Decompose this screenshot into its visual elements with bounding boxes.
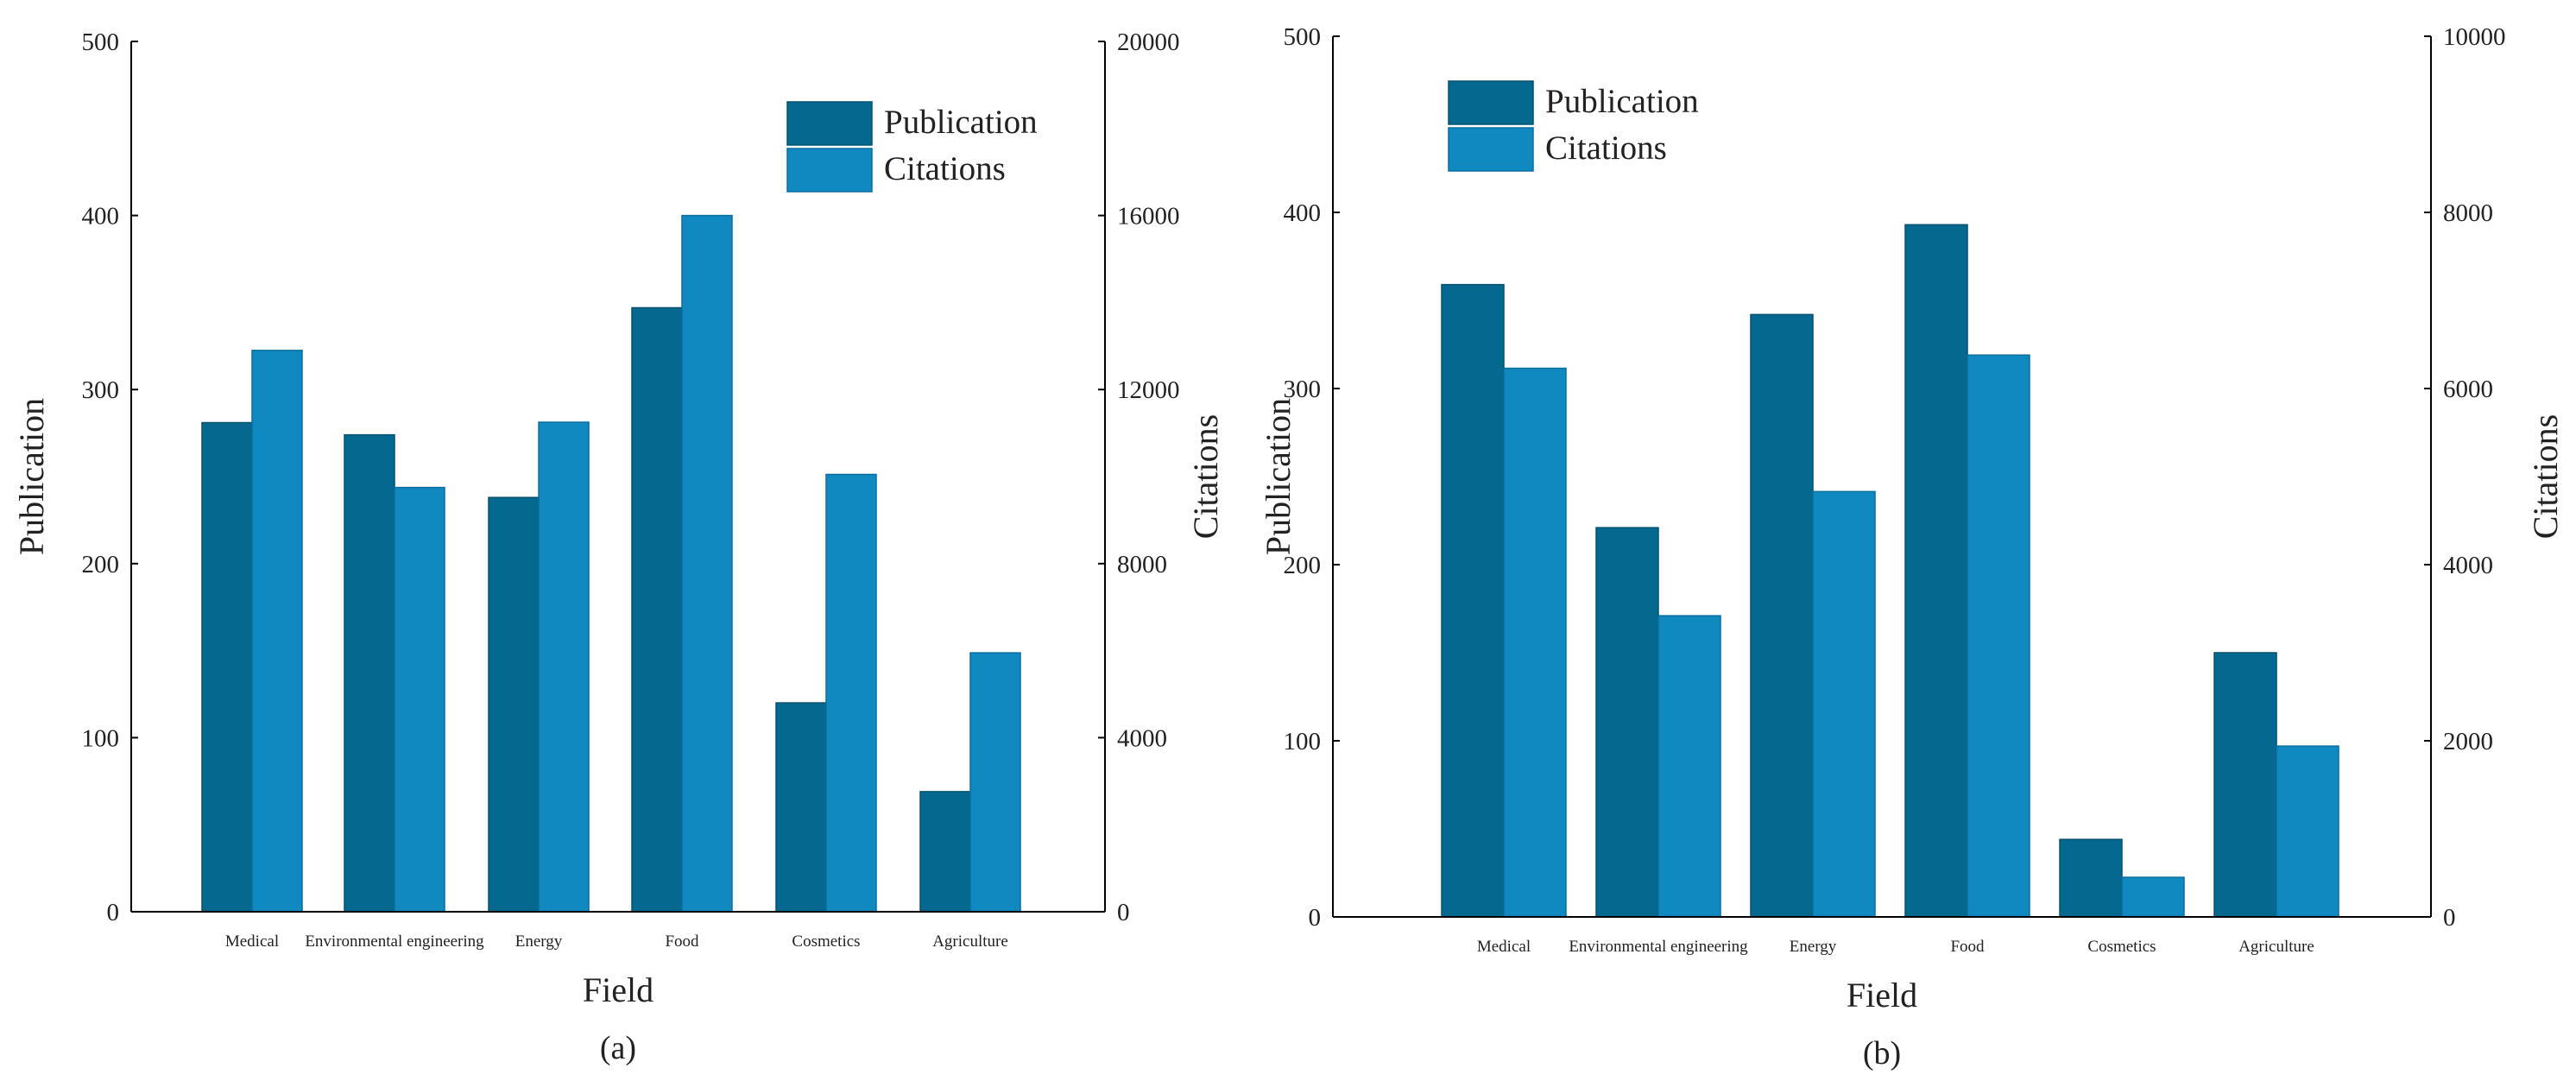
left-y-tick-label: 100	[1284, 728, 1322, 755]
left-y-tick-label: 200	[1284, 552, 1322, 579]
category-tick-label: Medical	[225, 932, 279, 951]
chart-panel-b: Medical Environmental engineering Energy Fo…	[1259, 0, 2576, 1083]
right-y-tick-label: 20000	[1117, 28, 1180, 56]
category-tick-label: Food	[1950, 938, 1985, 956]
citations-bar	[2276, 745, 2339, 918]
right-y-tick-label: 0	[1117, 899, 1130, 926]
publication-bar	[344, 433, 395, 913]
category-tick-label: Food	[665, 932, 699, 951]
citations-bar	[969, 652, 1021, 913]
category-tick-label: Energy	[1790, 938, 1837, 956]
legend-label-citations: Citations	[1545, 130, 1667, 167]
category-tick-label: Cosmetics	[2087, 938, 2156, 956]
right-y-axis-title: Citations	[1186, 414, 1225, 539]
category-tick-label: Cosmetics	[792, 932, 860, 951]
left-y-tick-label: 400	[82, 203, 120, 231]
right-y-tick-label: 12000	[1117, 376, 1180, 404]
left-y-tick-label: 100	[82, 724, 120, 752]
publication-bar	[2059, 838, 2123, 918]
legend-swatch-citations	[786, 148, 873, 193]
legend-swatch-publication	[1448, 80, 1534, 125]
publication-bar	[1750, 313, 1814, 918]
citations-bar	[538, 421, 590, 913]
citations-bar	[825, 473, 877, 913]
category-tick-label: Agriculture	[2238, 938, 2314, 956]
right-y-tick-label: 8000	[2443, 199, 2493, 227]
category-tick-label: Agriculture	[932, 932, 1008, 951]
category-tick-label: Energy	[515, 932, 563, 951]
chart-a-svg: Medical Environmental engineering Energy Fo…	[12, 28, 1225, 1066]
left-y-tick-label: 500	[82, 28, 120, 56]
category-tick-label: Environmental engineering	[1569, 938, 1748, 956]
category-tick-label: Medical	[1477, 938, 1531, 956]
publication-bar	[631, 307, 683, 913]
figure-caption: (b)	[1863, 1035, 1901, 1071]
left-y-tick-label: 300	[82, 376, 120, 404]
citations-bar	[1657, 615, 1721, 918]
category-tick-label: Environmental engineering	[305, 932, 484, 951]
citations-bar	[1812, 490, 1876, 918]
left-y-tick-label: 500	[1284, 23, 1322, 51]
right-y-tick-label: 6000	[2443, 376, 2493, 403]
left-y-tick-label: 0	[107, 899, 120, 926]
citations-bar	[1503, 367, 1567, 918]
publication-bar	[1595, 527, 1659, 918]
right-y-tick-label: 0	[2443, 904, 2456, 932]
left-y-axis-title: Publication	[12, 398, 51, 555]
publication-bar	[775, 702, 827, 913]
citations-bar	[1967, 354, 2030, 918]
right-y-tick-label: 8000	[1117, 551, 1167, 578]
legend-swatch-publication	[786, 101, 873, 146]
right-y-tick-label: 2000	[2443, 728, 2493, 755]
citations-bar	[394, 486, 445, 913]
legend-label-publication: Publication	[1545, 83, 1699, 120]
left-y-tick-label: 400	[1284, 199, 1322, 227]
legend-label-publication: Publication	[884, 104, 1038, 141]
legend-swatch-citations	[1448, 127, 1534, 172]
publication-bar	[488, 496, 540, 913]
publication-bar	[1904, 224, 1968, 918]
right-y-tick-label: 4000	[2443, 552, 2493, 579]
chart-panel-a: Medical Environmental engineering Energy Fo…	[0, 0, 1252, 1083]
x-axis-title: Field	[1847, 976, 1917, 1014]
left-y-tick-label: 300	[1284, 376, 1322, 403]
citations-bar	[251, 350, 303, 913]
left-y-tick-label: 0	[1309, 904, 1322, 932]
right-y-tick-label: 10000	[2443, 23, 2506, 51]
publication-bar	[919, 791, 971, 913]
x-axis-title: Field	[583, 970, 653, 1009]
publication-bar	[1441, 283, 1505, 918]
left-y-tick-label: 200	[82, 551, 120, 578]
chart-b-svg: Medical Environmental engineering Energy Fo…	[1259, 23, 2565, 1071]
right-y-tick-label: 4000	[1117, 724, 1167, 752]
publication-bar	[2213, 652, 2277, 918]
figure-caption: (a)	[600, 1030, 636, 1066]
citations-bar	[681, 214, 733, 913]
legend-label-citations: Citations	[884, 150, 1006, 187]
citations-bar	[2121, 876, 2185, 918]
right-y-axis-title: Citations	[2526, 414, 2565, 539]
right-y-tick-label: 16000	[1117, 203, 1180, 231]
left-y-axis-title: Publication	[1260, 398, 1297, 555]
publication-bar	[201, 421, 253, 913]
